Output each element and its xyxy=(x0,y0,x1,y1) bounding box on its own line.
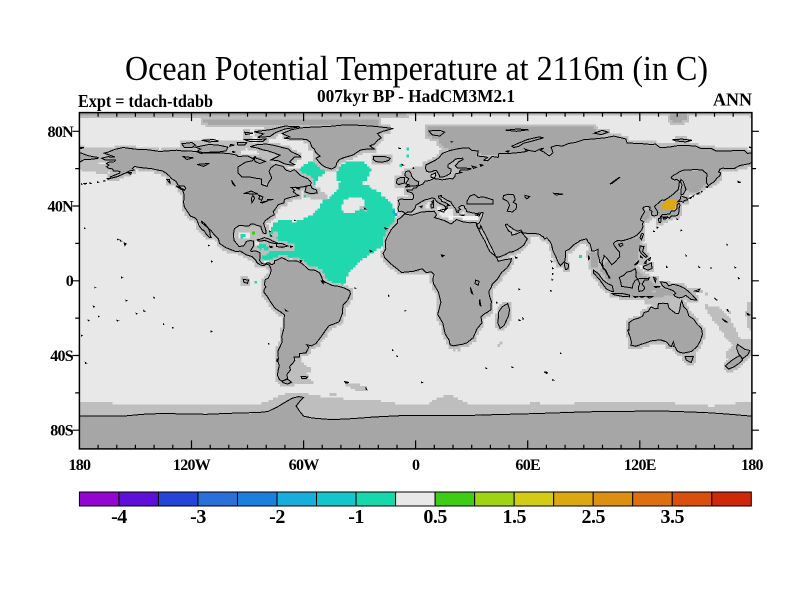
svg-text:2.5: 2.5 xyxy=(581,506,605,528)
svg-text:180: 180 xyxy=(741,457,764,474)
svg-text:0: 0 xyxy=(66,273,74,290)
svg-text:007kyr BP - HadCM3M2.1: 007kyr BP - HadCM3M2.1 xyxy=(317,86,515,106)
svg-text:120W: 120W xyxy=(173,457,211,474)
svg-text:120E: 120E xyxy=(624,457,656,474)
svg-text:80S: 80S xyxy=(50,423,74,440)
svg-text:ANN: ANN xyxy=(713,90,752,110)
svg-text:60E: 60E xyxy=(515,457,540,474)
svg-text:0.5: 0.5 xyxy=(423,506,447,528)
svg-text:Expt = tdach-tdabb: Expt = tdach-tdabb xyxy=(78,91,213,111)
svg-text:-4: -4 xyxy=(111,506,127,528)
svg-text:Ocean Potential Temperature at: Ocean Potential Temperature at 2116m (in… xyxy=(125,49,708,88)
svg-text:-2: -2 xyxy=(269,506,285,528)
svg-text:180: 180 xyxy=(68,457,91,474)
svg-text:3.5: 3.5 xyxy=(661,506,685,528)
svg-text:40N: 40N xyxy=(48,199,75,216)
svg-text:80N: 80N xyxy=(48,124,75,141)
svg-text:-1: -1 xyxy=(348,506,364,528)
svg-text:-3: -3 xyxy=(190,506,206,528)
svg-text:0: 0 xyxy=(412,457,420,474)
svg-text:40S: 40S xyxy=(50,348,74,365)
svg-text:60W: 60W xyxy=(289,457,320,474)
svg-text:1.5: 1.5 xyxy=(502,506,526,528)
